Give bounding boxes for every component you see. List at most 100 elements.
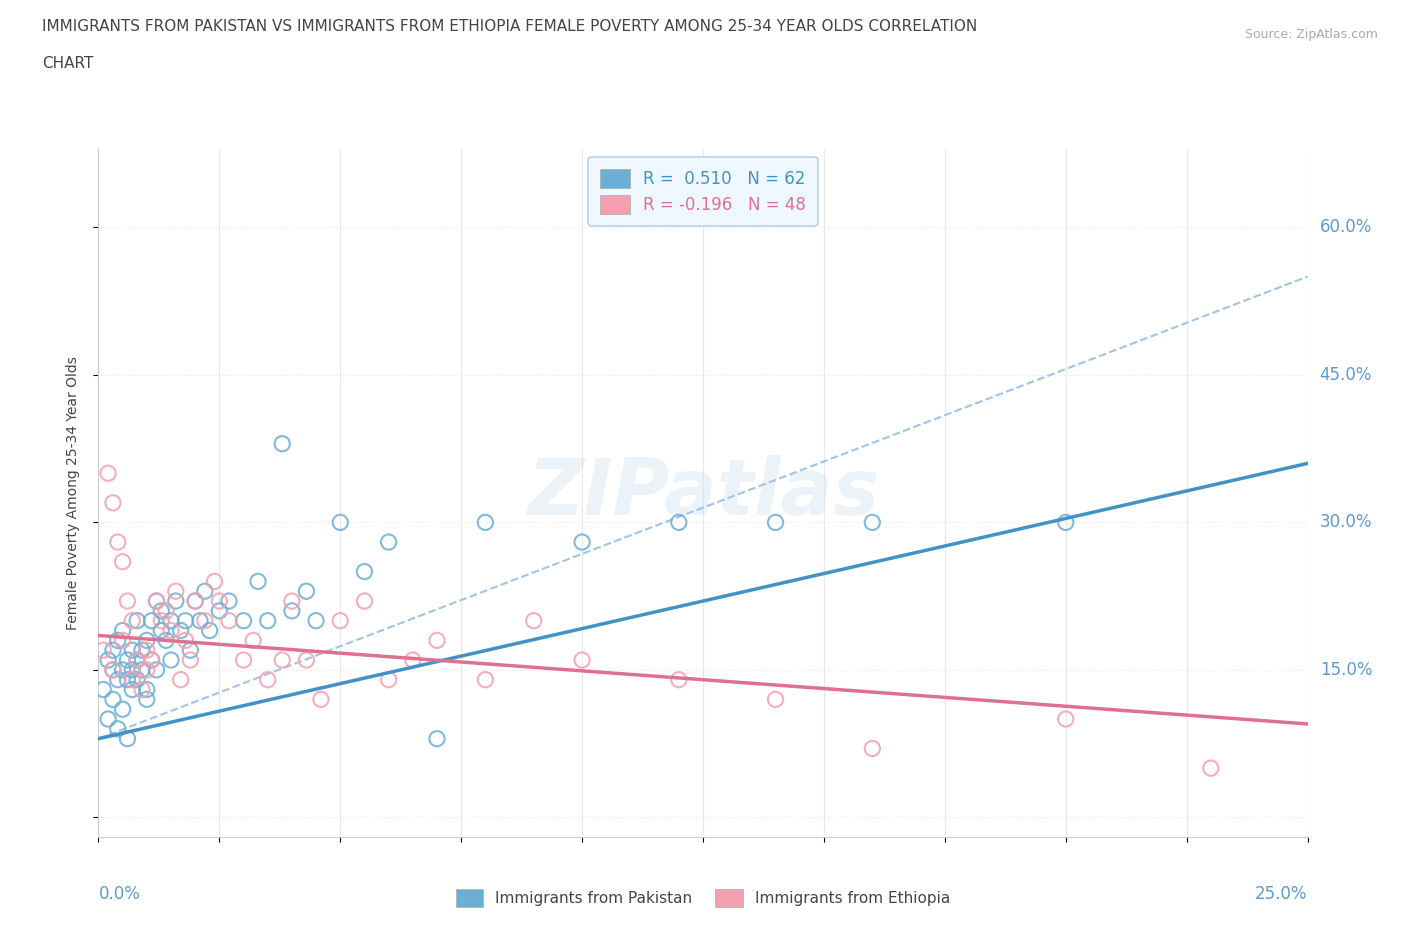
- Point: [1054, 711, 1077, 726]
- Point: [135, 633, 157, 648]
- Point: [131, 643, 153, 658]
- Point: [256, 672, 278, 687]
- Point: [474, 672, 496, 687]
- Point: [135, 643, 157, 658]
- Text: Source: ZipAtlas.com: Source: ZipAtlas.com: [1244, 28, 1378, 41]
- Point: [117, 731, 139, 746]
- Point: [256, 613, 278, 628]
- Point: [860, 741, 883, 756]
- Point: [111, 633, 134, 648]
- Point: [127, 613, 149, 628]
- Point: [121, 613, 143, 628]
- Point: [117, 593, 139, 608]
- Point: [218, 593, 240, 608]
- Point: [145, 662, 167, 677]
- Point: [121, 672, 143, 687]
- Point: [765, 515, 787, 530]
- Legend: R =  0.510   N = 62, R = -0.196   N = 48: R = 0.510 N = 62, R = -0.196 N = 48: [588, 157, 818, 226]
- Point: [135, 692, 157, 707]
- Point: [97, 653, 120, 668]
- Point: [169, 623, 191, 638]
- Point: [198, 623, 221, 638]
- Point: [295, 584, 318, 599]
- Point: [117, 672, 139, 687]
- Point: [107, 722, 129, 737]
- Point: [165, 584, 187, 599]
- Point: [174, 633, 197, 648]
- Point: [309, 692, 332, 707]
- Point: [141, 653, 163, 668]
- Point: [174, 613, 197, 628]
- Point: [523, 613, 546, 628]
- Point: [426, 633, 449, 648]
- Point: [101, 662, 124, 677]
- Point: [160, 653, 183, 668]
- Text: 25.0%: 25.0%: [1256, 885, 1308, 903]
- Point: [135, 682, 157, 697]
- Point: [242, 633, 264, 648]
- Y-axis label: Female Poverty Among 25-34 Year Olds: Female Poverty Among 25-34 Year Olds: [66, 356, 80, 630]
- Point: [111, 554, 134, 569]
- Point: [111, 623, 134, 638]
- Point: [160, 613, 183, 628]
- Point: [107, 535, 129, 550]
- Point: [135, 662, 157, 677]
- Point: [305, 613, 328, 628]
- Point: [150, 613, 173, 628]
- Point: [765, 692, 787, 707]
- Text: 15.0%: 15.0%: [1320, 661, 1372, 679]
- Point: [860, 515, 883, 530]
- Point: [247, 574, 270, 589]
- Point: [107, 633, 129, 648]
- Point: [145, 593, 167, 608]
- Point: [165, 593, 187, 608]
- Point: [141, 613, 163, 628]
- Point: [101, 496, 124, 511]
- Text: IMMIGRANTS FROM PAKISTAN VS IMMIGRANTS FROM ETHIOPIA FEMALE POVERTY AMONG 25-34 : IMMIGRANTS FROM PAKISTAN VS IMMIGRANTS F…: [42, 19, 977, 33]
- Point: [271, 436, 294, 451]
- Point: [474, 515, 496, 530]
- Point: [1054, 515, 1077, 530]
- Point: [121, 662, 143, 677]
- Text: ZIPatlas: ZIPatlas: [527, 455, 879, 531]
- Point: [121, 643, 143, 658]
- Point: [353, 565, 375, 579]
- Point: [111, 662, 134, 677]
- Point: [281, 593, 304, 608]
- Point: [1199, 761, 1222, 776]
- Point: [353, 593, 375, 608]
- Point: [155, 604, 177, 618]
- Text: 0.0%: 0.0%: [98, 885, 141, 903]
- Point: [107, 672, 129, 687]
- Point: [97, 711, 120, 726]
- Point: [232, 653, 254, 668]
- Point: [150, 604, 173, 618]
- Point: [101, 662, 124, 677]
- Point: [155, 633, 177, 648]
- Point: [127, 672, 149, 687]
- Point: [101, 643, 124, 658]
- Legend: Immigrants from Pakistan, Immigrants from Ethiopia: Immigrants from Pakistan, Immigrants fro…: [450, 884, 956, 913]
- Point: [571, 535, 593, 550]
- Point: [117, 653, 139, 668]
- Point: [127, 653, 149, 668]
- Point: [91, 682, 114, 697]
- Point: [131, 682, 153, 697]
- Point: [204, 574, 226, 589]
- Text: 60.0%: 60.0%: [1320, 219, 1372, 236]
- Point: [402, 653, 425, 668]
- Point: [169, 672, 191, 687]
- Point: [329, 515, 352, 530]
- Point: [281, 604, 304, 618]
- Point: [111, 702, 134, 717]
- Point: [101, 692, 124, 707]
- Point: [668, 672, 690, 687]
- Point: [218, 613, 240, 628]
- Text: 30.0%: 30.0%: [1320, 513, 1372, 531]
- Point: [184, 593, 207, 608]
- Point: [377, 672, 399, 687]
- Point: [668, 515, 690, 530]
- Point: [571, 653, 593, 668]
- Point: [194, 584, 217, 599]
- Point: [377, 535, 399, 550]
